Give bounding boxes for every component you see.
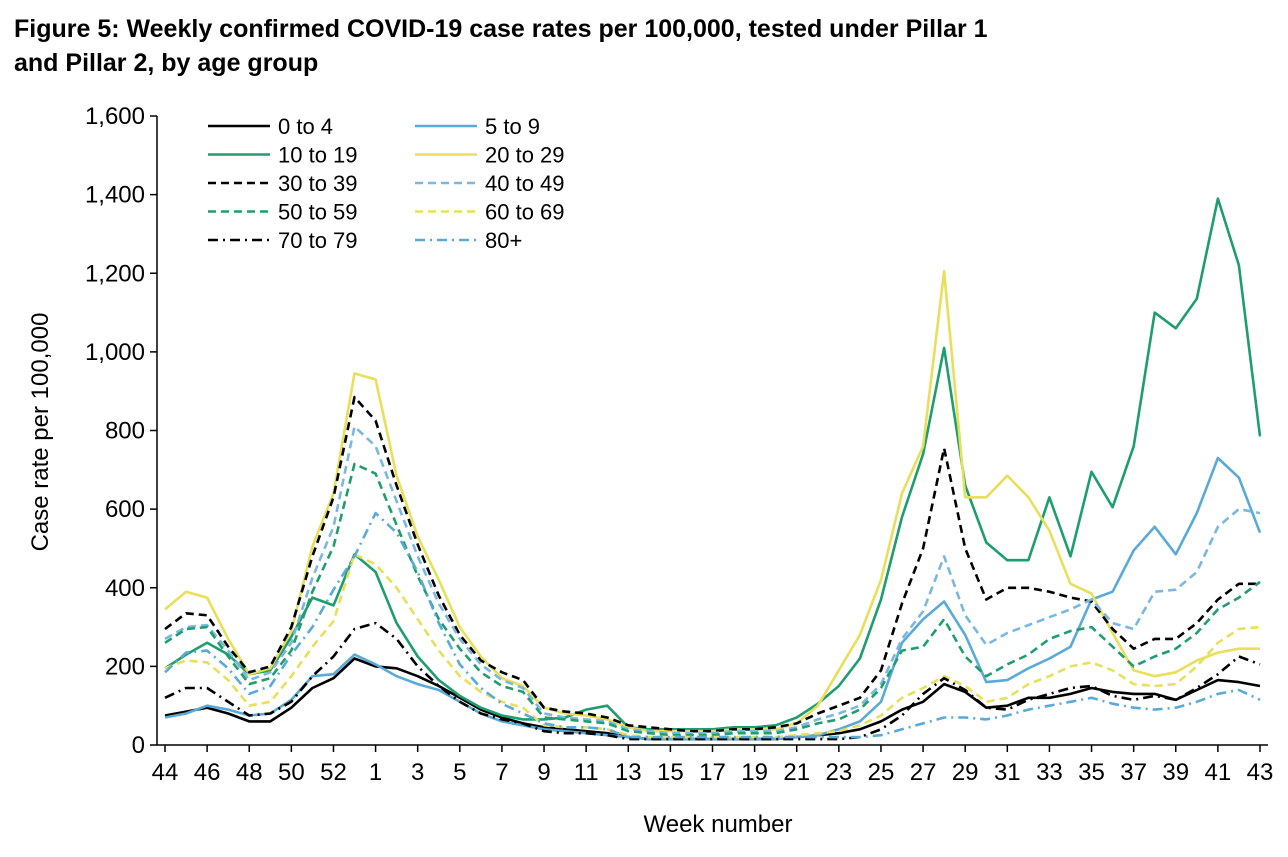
series-line-3 — [164, 269, 1260, 733]
x-tick-label: 39 — [1162, 759, 1189, 786]
x-tick-label: 7 — [495, 759, 508, 786]
x-tick-label: 46 — [194, 759, 221, 786]
chart-title: Figure 5: Weekly confirmed COVID-19 case… — [14, 12, 1274, 80]
chart-axes: 0 200 400 600 800 1,000 1,200 1,400 1,600 44 46 48 5… — [85, 103, 1273, 786]
x-tick-label: 5 — [453, 759, 466, 786]
chart-title-line2: and Pillar 2, by age group — [14, 49, 319, 77]
x-tick-label: 17 — [699, 759, 726, 786]
x-tick-label: 27 — [910, 759, 937, 786]
series-line-9 — [164, 511, 1261, 739]
x-tick-label: 37 — [1120, 759, 1147, 786]
x-tick-label: 29 — [952, 759, 979, 786]
y-tick-label: 1,000 — [85, 339, 145, 366]
y-tick-label: 0 — [132, 732, 145, 759]
x-tick-label: 48 — [236, 759, 263, 786]
legend-label: 20 to 29 — [485, 143, 565, 168]
y-axis-label: Case rate per 100,000 — [27, 313, 54, 552]
y-tick-label: 800 — [105, 418, 145, 445]
series-line-7 — [164, 552, 1261, 739]
x-tick-label: 44 — [152, 759, 179, 786]
y-tick-label: 1,200 — [85, 260, 145, 287]
x-tick-label: 50 — [278, 759, 305, 786]
y-tick-label: 400 — [105, 575, 145, 602]
x-tick-label: 9 — [537, 759, 550, 786]
x-tick-label: 41 — [1205, 759, 1232, 786]
y-tick-label: 600 — [105, 496, 145, 523]
x-tick-label: 1 — [369, 759, 382, 786]
x-tick-label: 3 — [411, 759, 424, 786]
x-tick-label: 35 — [1078, 759, 1105, 786]
legend-label: 5 to 9 — [485, 114, 540, 139]
y-tick-label: 1,400 — [85, 182, 145, 209]
legend-label: 30 to 39 — [278, 171, 358, 196]
y-tick-label: 200 — [105, 653, 145, 680]
legend-label: 10 to 19 — [278, 143, 358, 168]
legend-label: 50 to 59 — [278, 200, 358, 225]
x-tick-label: 21 — [783, 759, 810, 786]
legend-label: 0 to 4 — [278, 114, 333, 139]
legend-label: 60 to 69 — [485, 200, 565, 225]
series-line-8 — [164, 621, 1261, 741]
x-tick-label: 19 — [741, 759, 768, 786]
chart-title-line1: Figure 5: Weekly confirmed COVID-19 case… — [14, 15, 988, 43]
series-line-2 — [164, 197, 1262, 731]
x-axis-label: Week number — [644, 811, 793, 838]
x-tick-label: 25 — [868, 759, 895, 786]
chart-series — [164, 197, 1262, 741]
series-line-6 — [164, 462, 1261, 737]
legend-label: 80+ — [485, 228, 522, 253]
y-tick-label: 1,600 — [85, 103, 145, 130]
chart-legend: 0 to 4 5 to 9 10 to 19 20 to 29 30 to 39 40 t… — [208, 114, 565, 253]
series-line-5 — [164, 425, 1261, 735]
x-tick-label: 31 — [994, 759, 1021, 786]
x-tick-label: 33 — [1036, 759, 1063, 786]
x-tick-label: 52 — [320, 759, 347, 786]
x-tick-label: 43 — [1247, 759, 1274, 786]
series-line-1 — [164, 456, 1262, 741]
x-tick-label: 23 — [825, 759, 852, 786]
series-line-4 — [164, 395, 1260, 733]
x-tick-label: 15 — [657, 759, 684, 786]
legend-label: 40 to 49 — [485, 171, 565, 196]
legend-label: 70 to 79 — [278, 228, 358, 253]
x-tick-label: 11 — [574, 759, 599, 786]
x-tick-label: 13 — [615, 759, 642, 786]
